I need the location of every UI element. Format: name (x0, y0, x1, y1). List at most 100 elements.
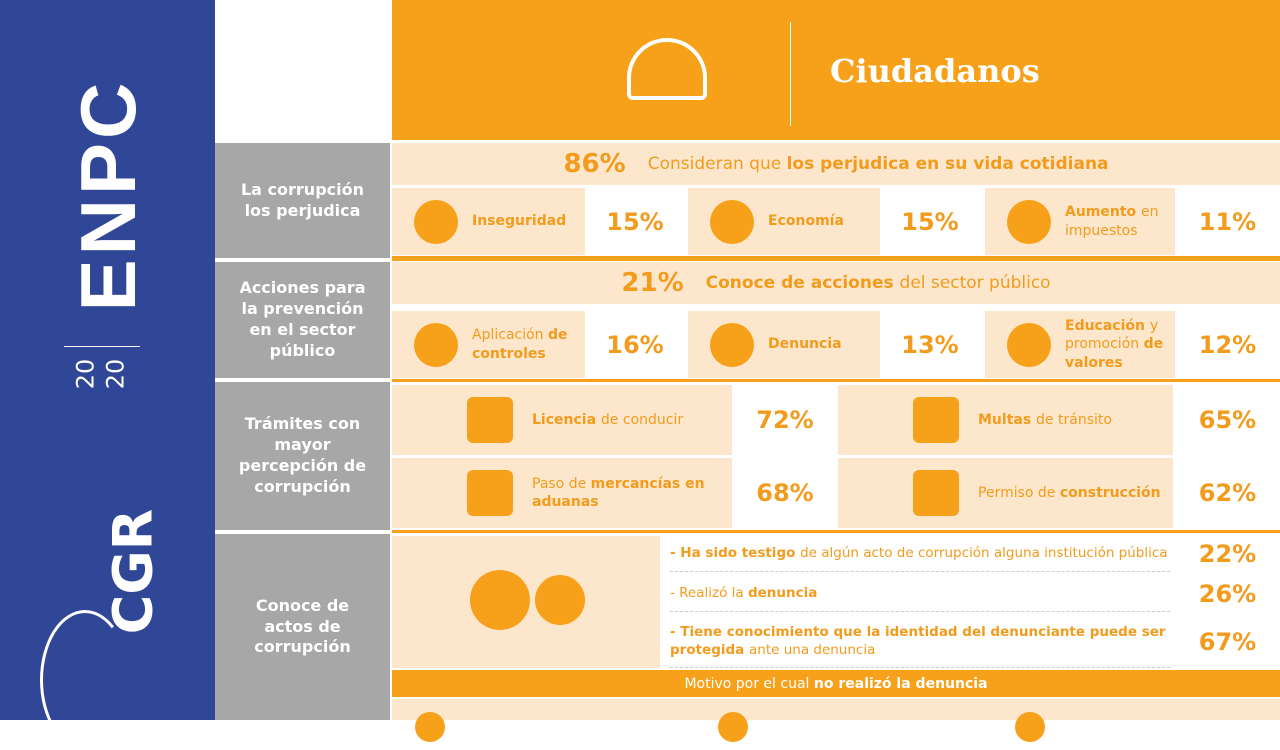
item-label: Denuncia (768, 311, 875, 378)
text-part: Permiso de (978, 484, 1060, 501)
headline-value: 21% (621, 268, 684, 298)
divider (790, 22, 791, 126)
text-part: denuncia (747, 584, 818, 601)
section-label: La corrupción los perjudica (215, 143, 390, 258)
icon (710, 200, 754, 244)
icon (535, 575, 585, 625)
item-label: Economía (768, 188, 875, 255)
item-label: - Ha sido testigo de algún acto de corru… (670, 536, 1170, 572)
section-label: Trámites con mayor percepción de corrupc… (215, 382, 390, 530)
icon (1015, 712, 1045, 742)
text-part: los perjudica en su vida cotidiana (786, 154, 1109, 174)
text-part: Motivo por el cual (684, 675, 814, 692)
item-label: Aumento en impuestos (1065, 188, 1170, 255)
text: - Realizó la denuncia (670, 585, 817, 603)
icon (414, 323, 458, 367)
text-part: no realizó la denuncia (813, 675, 988, 692)
text: Motivo por el cual no realizó la denunci… (684, 676, 987, 692)
text: Multas de tránsito (978, 411, 1112, 429)
item-value: 68% (735, 458, 835, 528)
item-label: Educación y promoción de valores (1065, 311, 1170, 378)
item-cell (838, 385, 1173, 455)
text-part: Educación (1065, 318, 1150, 335)
text: Conoce de acciones del sector público (706, 273, 1051, 293)
icon (470, 570, 530, 630)
rule (392, 379, 1280, 382)
item-value: 65% (1175, 385, 1280, 455)
item-cell (838, 458, 1173, 528)
sidebar: ENPC 20 20 CGR (0, 0, 215, 750)
text: Aumento en impuestos (1065, 203, 1170, 239)
divider (64, 346, 140, 347)
text-part: Conoce de acciones (705, 273, 900, 293)
icon (467, 470, 513, 516)
text-part: de controles (472, 327, 568, 362)
rule (392, 256, 1280, 259)
icon (627, 38, 707, 100)
logo-swoosh (40, 610, 130, 750)
item-label: Licencia de conducir (532, 385, 727, 455)
text-part: de conducir (600, 411, 684, 428)
item-value: 72% (735, 385, 835, 455)
section-label: Acciones para la prevención en el sector… (215, 262, 390, 378)
footer-bar: Motivo por el cual no realizó la denunci… (392, 670, 1280, 697)
text-part: Aumento (1065, 204, 1142, 221)
item-label: - Realizó la denuncia (670, 576, 1170, 612)
item-value: 12% (1175, 311, 1280, 378)
text-part: Consideran que (647, 154, 787, 174)
item-value: 15% (880, 188, 980, 255)
text: Aplicación de controles (472, 326, 580, 362)
headline: 86% Consideran que los perjudica en su vi… (392, 143, 1280, 185)
headline: 21% Conoce de acciones del sector público (392, 262, 1280, 304)
text: - Tiene conocimiento que la identidad de… (670, 624, 1170, 659)
header: Ciudadanos (392, 0, 1280, 140)
item-value: 62% (1175, 458, 1280, 528)
icon (1007, 200, 1051, 244)
icon (467, 397, 513, 443)
text-part: - Ha sido testigo (670, 544, 801, 561)
item-value: 22% (1175, 536, 1280, 572)
section-label: Conoce de actos de corrupción (215, 534, 390, 720)
text-part: - Realizó la (670, 584, 748, 601)
text-part: ante una denuncia (748, 641, 876, 658)
item-label: Inseguridad (472, 188, 580, 255)
item-label: - Tiene conocimiento que la identidad de… (670, 616, 1170, 668)
text-part: del sector público (899, 273, 1051, 293)
item-value: 11% (1175, 188, 1280, 255)
text-part: Denuncia (768, 336, 842, 353)
text-part: construcción (1059, 484, 1161, 501)
text-part: de valores (1065, 336, 1164, 371)
item-label: Paso de mercancías en aduanas (532, 458, 727, 528)
year: 20 (71, 358, 100, 390)
icon (710, 323, 754, 367)
year: 20 (101, 358, 130, 390)
header-title: Ciudadanos (830, 52, 1040, 90)
text: Denuncia (768, 335, 842, 353)
text-part: de tránsito (1036, 411, 1112, 428)
item-value: 26% (1175, 576, 1280, 612)
text-part: Aplicación (472, 327, 548, 344)
text: Educación y promoción de valores (1065, 317, 1170, 372)
text-part: Multas (978, 411, 1037, 428)
icon (913, 397, 959, 443)
item-cell (392, 458, 732, 528)
headline-value: 86% (563, 149, 626, 179)
item-label: Aplicación de controles (472, 311, 580, 378)
brand: ENPC (63, 78, 152, 312)
item-value: 15% (585, 188, 685, 255)
text: Economía (768, 212, 844, 230)
item-value: 67% (1175, 616, 1280, 668)
item-cell (392, 699, 1280, 720)
icon (414, 200, 458, 244)
text-part: mercancías en aduanas (532, 475, 705, 510)
text-part: - Tiene conocimiento que la identidad de… (670, 623, 1166, 658)
item-cell (392, 385, 732, 455)
text-part: Paso de (532, 475, 591, 492)
text: Permiso de construcción (978, 484, 1161, 502)
icon (718, 712, 748, 742)
item-label: Permiso de construcción (978, 458, 1168, 528)
logo: CGR (101, 508, 165, 635)
item-value: 16% (585, 311, 685, 378)
icon (415, 712, 445, 742)
text: Licencia de conducir (532, 411, 683, 429)
